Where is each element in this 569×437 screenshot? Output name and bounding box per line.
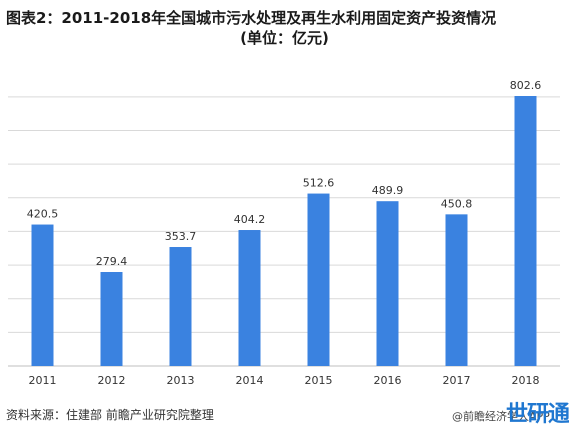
data-label-2013: 353.7 <box>165 230 197 243</box>
brand-logo: 世研通 <box>506 402 569 427</box>
chart-title-line1: 图表2：2011-2018年全国城市污水处理及再生水利用固定资产投资情况 <box>6 9 497 27</box>
bar-2012 <box>100 272 123 366</box>
data-label-2016: 489.9 <box>372 184 404 197</box>
x-tick-label-2014: 2014 <box>236 374 264 387</box>
data-label-2015: 512.6 <box>303 177 335 190</box>
data-label-2014: 404.2 <box>234 213 266 226</box>
bar-2013 <box>169 247 192 366</box>
x-tick-label-2012: 2012 <box>98 374 126 387</box>
x-tick-label-2018: 2018 <box>512 374 540 387</box>
brand-handle: @前瞻经济学人APP <box>452 410 550 423</box>
chart-subtitle: (单位：亿元) <box>240 29 329 47</box>
x-tick-label-2017: 2017 <box>443 374 471 387</box>
source-note: 资料来源：住建部 前瞻产业研究院整理 <box>6 408 214 422</box>
data-label-2018: 802.6 <box>510 79 542 92</box>
bar-2015 <box>307 193 330 366</box>
data-label-2017: 450.8 <box>441 197 473 210</box>
data-label-2012: 279.4 <box>96 255 128 268</box>
x-tick-label-2015: 2015 <box>305 374 333 387</box>
x-tick-label-2016: 2016 <box>374 374 402 387</box>
data-label-2011: 420.5 <box>27 208 59 221</box>
bar-2016 <box>376 201 399 366</box>
x-tick-label-2013: 2013 <box>167 374 195 387</box>
chart-title: 图表2：2011-2018年全国城市污水处理及再生水利用固定资产投资情况 (单位… <box>0 8 569 48</box>
bar-2018 <box>514 96 537 366</box>
bar-2017 <box>445 214 468 366</box>
x-tick-label-2011: 2011 <box>29 374 57 387</box>
bar-2011 <box>31 224 54 366</box>
bar-2014 <box>238 230 261 366</box>
